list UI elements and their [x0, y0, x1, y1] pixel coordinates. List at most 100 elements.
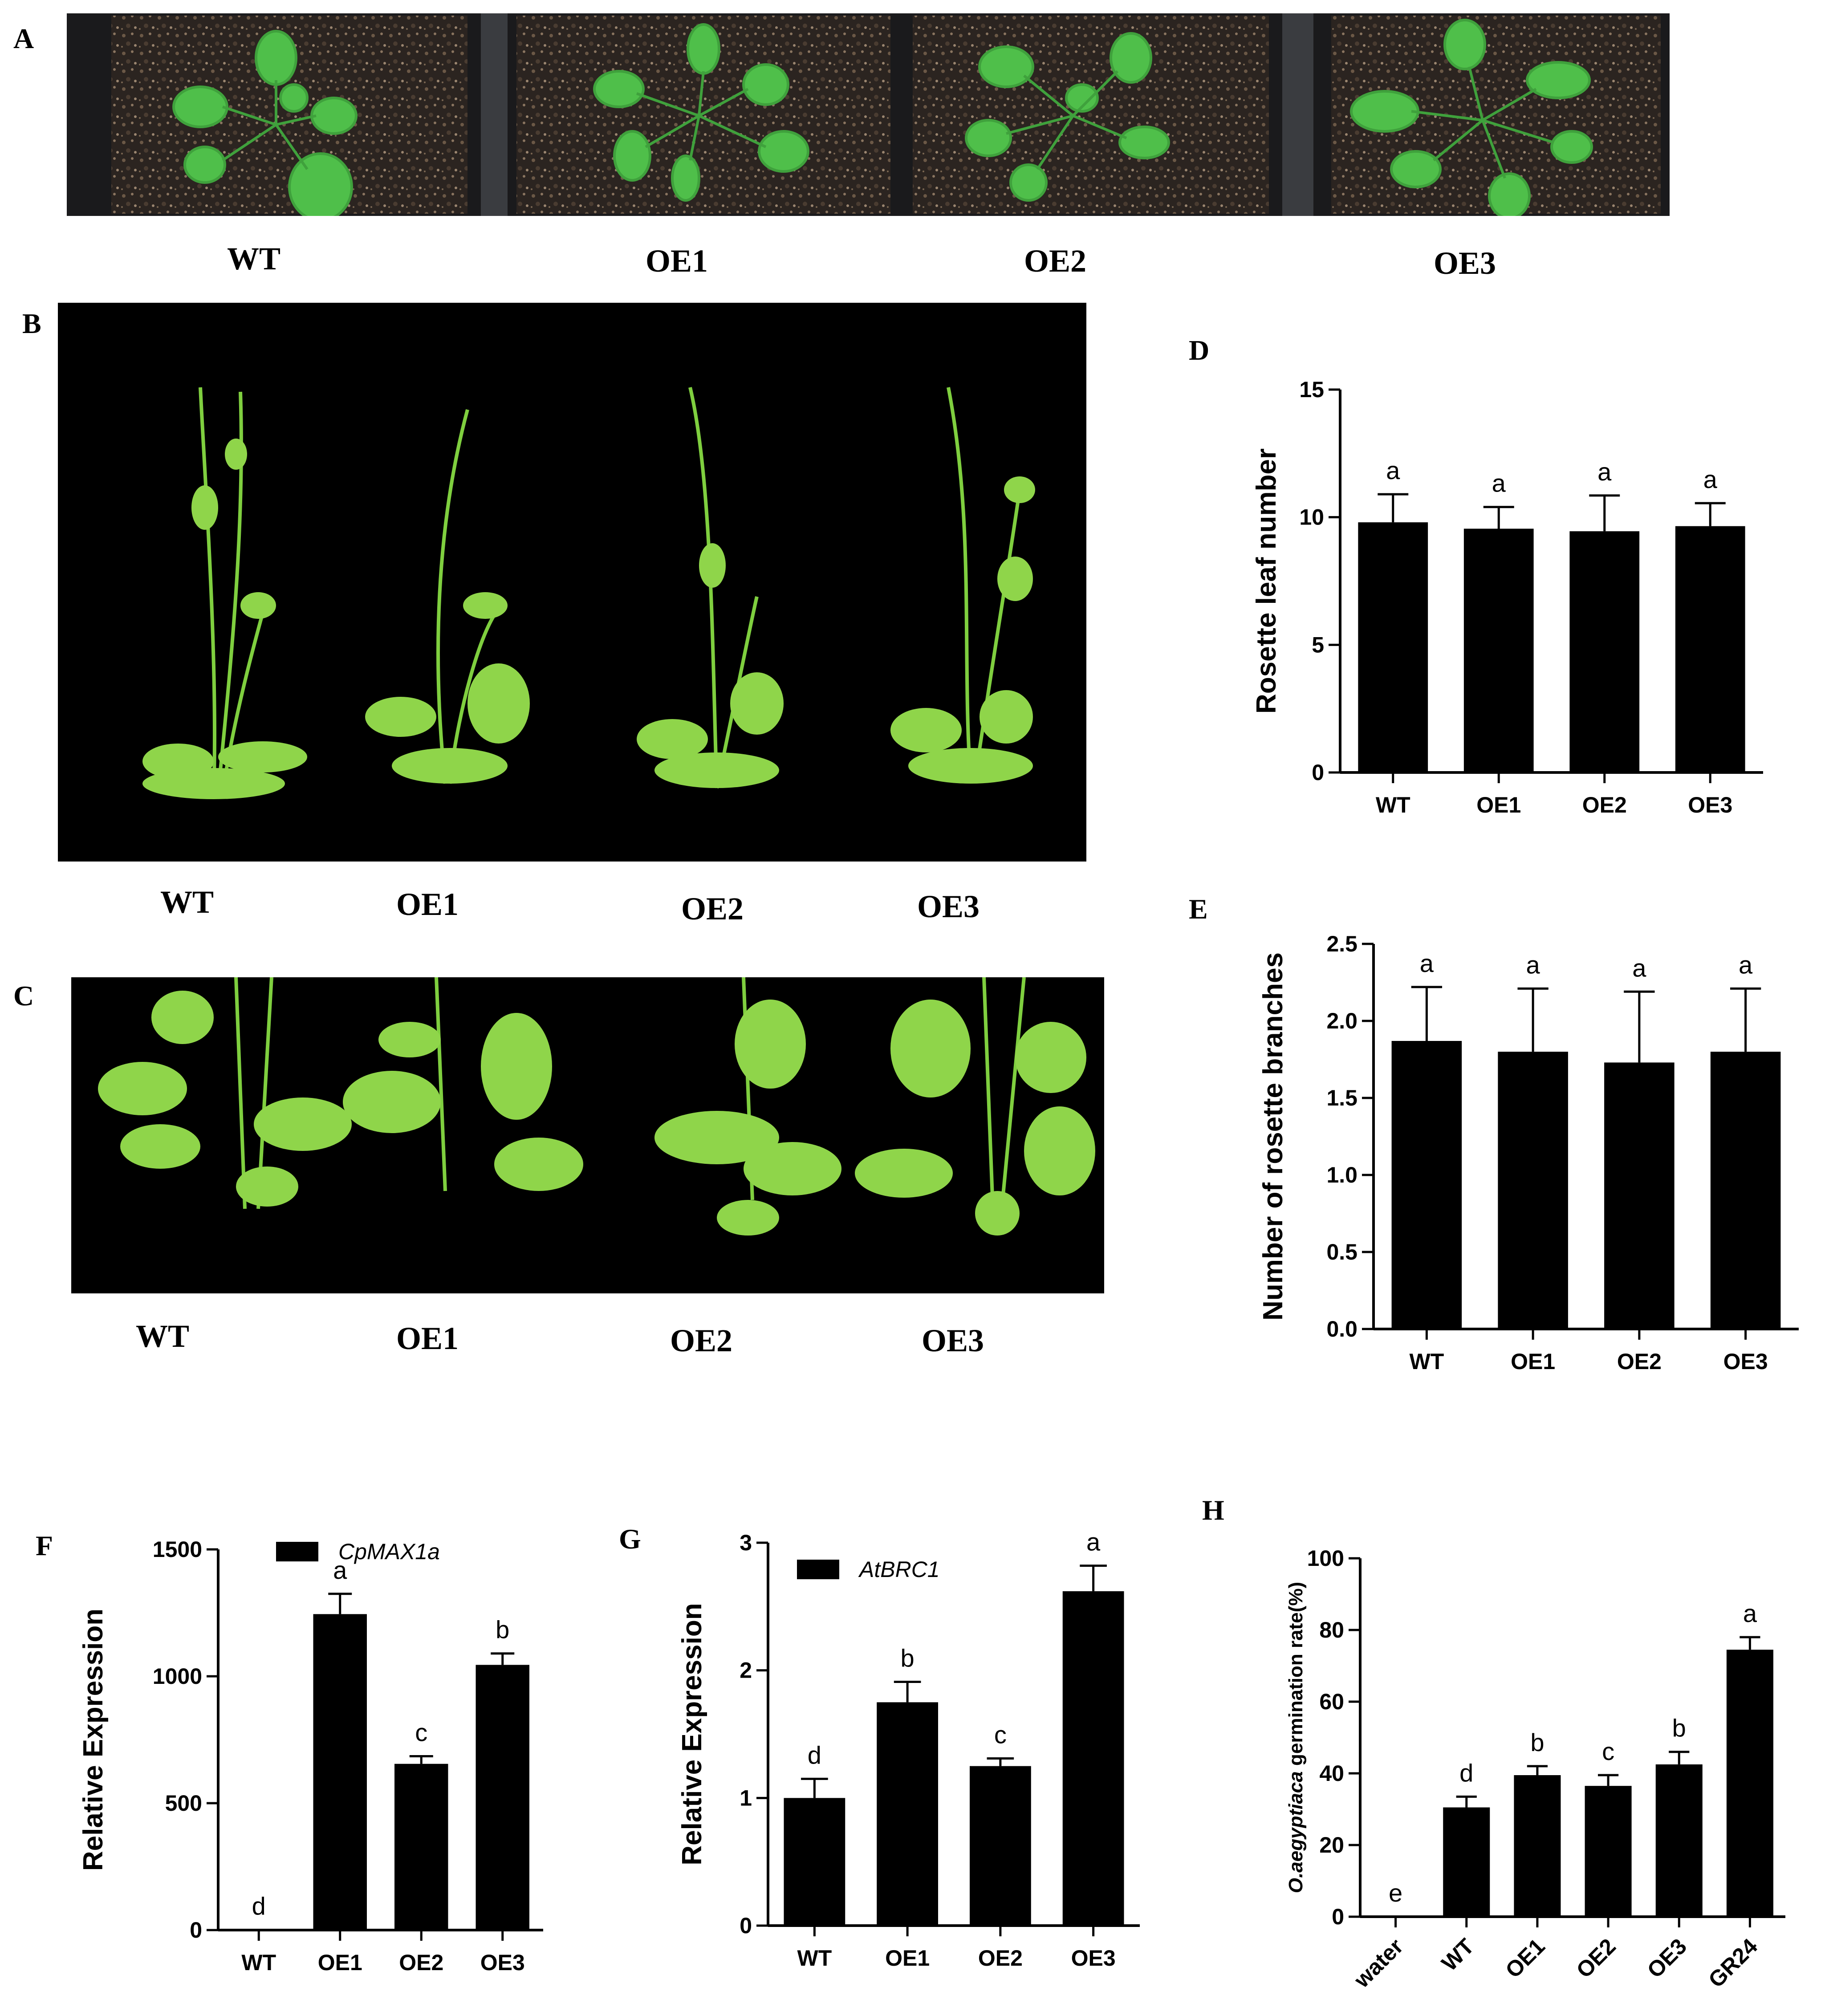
y-tick-label-e: 2.0	[1326, 1008, 1358, 1033]
photo-panel-c	[71, 977, 1104, 1293]
caption-b-oe1: OE1	[396, 886, 459, 922]
legend-swatch-f	[276, 1542, 318, 1561]
y-axis-label-h: O.aegyptiaca germination rate(%)	[1285, 1582, 1307, 1893]
y-tick-label-f: 0	[190, 1918, 202, 1943]
legend-label-g: AtBRC1	[858, 1557, 940, 1582]
y-tick-label-g: 1	[740, 1785, 752, 1810]
photo-panel-b	[58, 303, 1086, 862]
sig-label-d: a	[1386, 456, 1400, 484]
sig-label-e: a	[1632, 954, 1646, 982]
bar-g-oe1	[877, 1702, 939, 1926]
x-tick-label-e: WT	[1410, 1349, 1444, 1374]
y-tick-label-f: 500	[165, 1791, 202, 1816]
x-tick-label-g: WT	[797, 1946, 832, 1971]
bar-g-oe3	[1062, 1591, 1124, 1926]
legend-label-f: CpMAX1a	[338, 1539, 440, 1564]
y-tick-label-h: 20	[1319, 1833, 1344, 1857]
bar-e-oe1	[1498, 1052, 1568, 1329]
y-tick-label-e: 1.0	[1326, 1162, 1358, 1187]
x-tick-label-e: OE1	[1511, 1349, 1555, 1374]
y-tick-label-h: 80	[1319, 1618, 1344, 1642]
caption-b-wt: WT	[160, 884, 214, 920]
panel-letter-g: G	[619, 1523, 641, 1555]
panel-letter-f: F	[36, 1530, 53, 1561]
bar-h-gr24	[1726, 1650, 1773, 1917]
bar-d-oe1	[1463, 528, 1534, 772]
bar-g-wt	[784, 1798, 845, 1926]
y-tick-label-d: 15	[1299, 377, 1324, 402]
panel-letter-h: H	[1202, 1494, 1224, 1526]
bar-f-oe2	[394, 1764, 448, 1930]
y-tick-label-h: 40	[1319, 1761, 1344, 1786]
sig-label-e: a	[1526, 951, 1540, 979]
x-tick-label-h: GR24	[1703, 1934, 1762, 1992]
y-tick-label-d: 0	[1312, 760, 1324, 785]
photo-panel-a	[67, 13, 1670, 216]
bar-e-oe2	[1604, 1062, 1675, 1329]
bar-h-oe3	[1655, 1764, 1703, 1917]
caption-b-oe3: OE3	[917, 889, 980, 924]
bar-f-oe1	[313, 1614, 367, 1930]
sig-label-d: a	[1492, 469, 1506, 497]
sig-label-e: a	[1420, 949, 1434, 977]
x-tick-label-g: OE3	[1071, 1946, 1116, 1971]
bar-e-wt	[1391, 1041, 1462, 1329]
y-tick-label-e: 2.5	[1326, 931, 1358, 956]
caption-c-oe2: OE2	[670, 1323, 733, 1358]
x-tick-label-d: OE2	[1582, 793, 1627, 817]
x-tick-label-f: OE3	[480, 1950, 525, 1975]
x-tick-label-f: OE1	[318, 1950, 362, 1975]
x-tick-label-d: OE3	[1688, 793, 1732, 817]
sig-label-h: e	[1389, 1879, 1402, 1907]
sig-label-h: a	[1743, 1599, 1757, 1627]
panel-letter-b: B	[22, 308, 41, 339]
caption-a-oe1: OE1	[645, 243, 708, 279]
y-tick-label-e: 0.0	[1326, 1317, 1358, 1341]
y-tick-label-g: 2	[740, 1658, 752, 1683]
y-tick-label-g: 0	[740, 1913, 752, 1938]
y-tick-label-g: 3	[740, 1530, 752, 1555]
bar-g-oe2	[969, 1766, 1031, 1926]
y-tick-label-e: 0.5	[1326, 1240, 1358, 1264]
sig-label-d: a	[1703, 465, 1718, 493]
y-axis-label-g: Relative Expression	[677, 1603, 707, 1865]
sig-label-f: a	[333, 1556, 347, 1584]
panel-letter-e: E	[1189, 893, 1208, 925]
caption-c-wt: WT	[135, 1318, 190, 1354]
sig-label-e: a	[1739, 951, 1753, 979]
x-tick-label-e: OE3	[1723, 1349, 1768, 1374]
sig-label-g: b	[901, 1644, 914, 1672]
caption-a-wt: WT	[227, 241, 281, 276]
sig-label-f: b	[496, 1616, 509, 1644]
panel-letter-c: C	[13, 980, 34, 1012]
sig-label-g: d	[808, 1741, 821, 1769]
sig-label-g: c	[994, 1720, 1007, 1748]
y-axis-label-f: Relative Expression	[78, 1609, 109, 1871]
x-tick-label-h: OE2	[1572, 1934, 1621, 1983]
y-tick-label-d: 10	[1299, 505, 1324, 530]
bar-h-wt	[1443, 1807, 1490, 1917]
y-tick-label-h: 60	[1319, 1689, 1344, 1714]
bar-h-oe1	[1514, 1775, 1561, 1917]
sig-label-h: c	[1602, 1737, 1614, 1765]
sig-label-f: d	[252, 1892, 266, 1920]
x-tick-label-f: WT	[241, 1950, 276, 1975]
x-tick-label-f: OE2	[399, 1950, 443, 1975]
x-tick-label-d: WT	[1376, 793, 1410, 817]
caption-c-oe1: OE1	[396, 1321, 459, 1356]
sig-label-g: a	[1086, 1528, 1101, 1556]
y-tick-label-f: 1500	[153, 1537, 202, 1562]
caption-b-oe2: OE2	[681, 891, 744, 927]
x-tick-label-h: OE3	[1642, 1934, 1691, 1983]
y-axis-label-d: Rosette leaf number	[1251, 448, 1282, 714]
y-axis-label-e: Number of rosette branches	[1258, 952, 1288, 1321]
y-tick-label-h: 0	[1332, 1904, 1344, 1929]
y-tick-label-e: 1.5	[1326, 1085, 1358, 1110]
sig-label-h: b	[1530, 1728, 1544, 1756]
y-tick-label-h: 100	[1307, 1546, 1344, 1571]
